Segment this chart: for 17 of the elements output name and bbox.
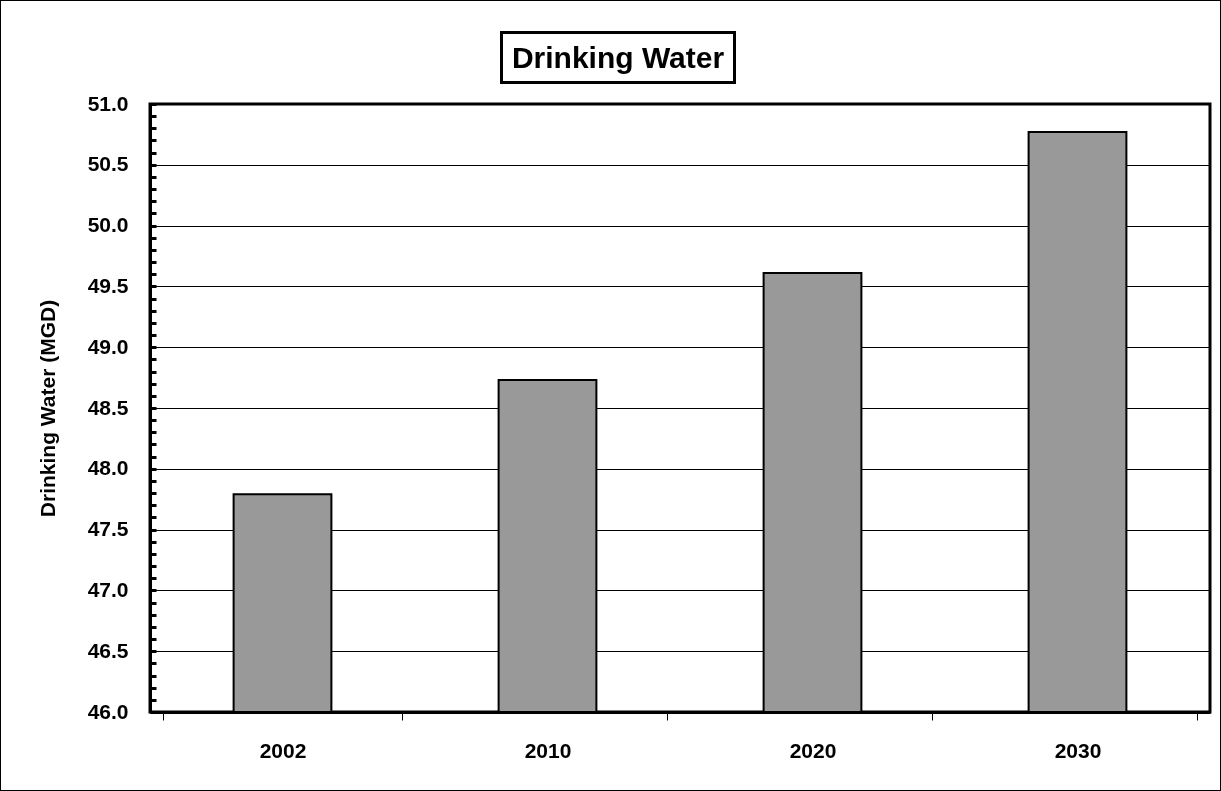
- y-tick-label: 46.5: [87, 638, 129, 662]
- y-tick-label: 50.5: [87, 152, 129, 176]
- y-axis-title: Drinking Water (MGD): [35, 299, 59, 518]
- x-tick-label: 2010: [524, 738, 572, 762]
- chart-title: Drinking Water: [511, 41, 725, 74]
- y-tick-label: 49.5: [87, 273, 129, 297]
- y-tick-label: 48.5: [87, 395, 129, 419]
- x-tick-label: 2030: [1054, 738, 1102, 762]
- y-tick-label: 47.0: [87, 577, 129, 601]
- y-tick-label: 47.5: [87, 517, 129, 541]
- y-tick-label: 51.0: [87, 91, 129, 115]
- x-tick-label: 2002: [259, 738, 307, 762]
- y-tick-label: 48.0: [87, 456, 129, 480]
- y-tick-label: 46.0: [87, 699, 129, 723]
- y-tick-label: 49.0: [87, 334, 129, 358]
- x-tick-label: 2020: [789, 738, 837, 762]
- y-tick-label: 50.0: [87, 213, 129, 237]
